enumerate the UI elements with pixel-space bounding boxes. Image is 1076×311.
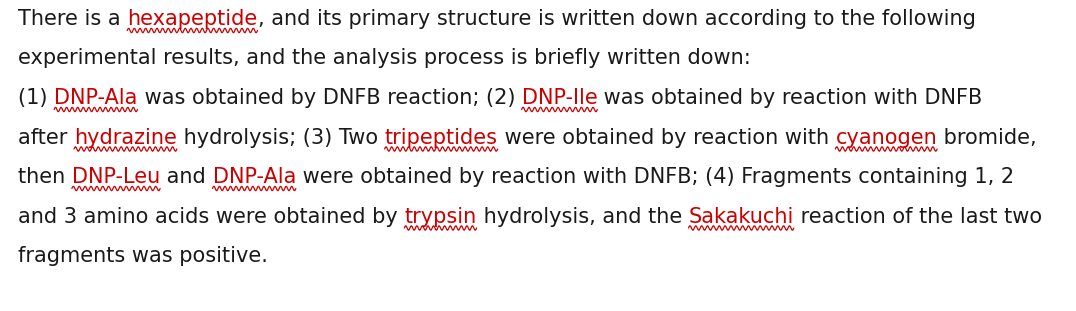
Text: DNP-Ala: DNP-Ala xyxy=(212,167,296,187)
Text: after: after xyxy=(18,128,74,147)
Text: reaction of the last two: reaction of the last two xyxy=(794,207,1042,226)
Text: was obtained by DNFB reaction; (2): was obtained by DNFB reaction; (2) xyxy=(138,88,522,108)
Text: DNP-Leu: DNP-Leu xyxy=(72,167,160,187)
Text: tripeptides: tripeptides xyxy=(384,128,497,147)
Text: hexapeptide: hexapeptide xyxy=(127,9,257,29)
Text: were obtained by reaction with DNFB; (4) Fragments containing 1, 2: were obtained by reaction with DNFB; (4)… xyxy=(296,167,1014,187)
Text: hydrolysis, and the: hydrolysis, and the xyxy=(477,207,689,226)
Text: There is a: There is a xyxy=(18,9,127,29)
Text: hydrazine: hydrazine xyxy=(74,128,176,147)
Text: hydrolysis; (3) Two: hydrolysis; (3) Two xyxy=(176,128,384,147)
Text: DNP-Ala: DNP-Ala xyxy=(54,88,138,108)
Text: was obtained by reaction with DNFB: was obtained by reaction with DNFB xyxy=(597,88,982,108)
Text: experimental results, and the analysis process is briefly written down:: experimental results, and the analysis p… xyxy=(18,49,751,68)
Text: were obtained by reaction with: were obtained by reaction with xyxy=(497,128,835,147)
Text: DNP-Ile: DNP-Ile xyxy=(522,88,597,108)
Text: fragments was positive.: fragments was positive. xyxy=(18,246,268,266)
Text: (1): (1) xyxy=(18,88,54,108)
Text: Sakakuchi: Sakakuchi xyxy=(689,207,794,226)
Text: cyanogen: cyanogen xyxy=(835,128,937,147)
Text: bromide,: bromide, xyxy=(937,128,1037,147)
Text: , and its primary structure is written down according to the following: , and its primary structure is written d… xyxy=(257,9,975,29)
Text: and 3 amino acids were obtained by: and 3 amino acids were obtained by xyxy=(18,207,405,226)
Text: trypsin: trypsin xyxy=(405,207,477,226)
Text: then: then xyxy=(18,167,72,187)
Text: and: and xyxy=(160,167,212,187)
